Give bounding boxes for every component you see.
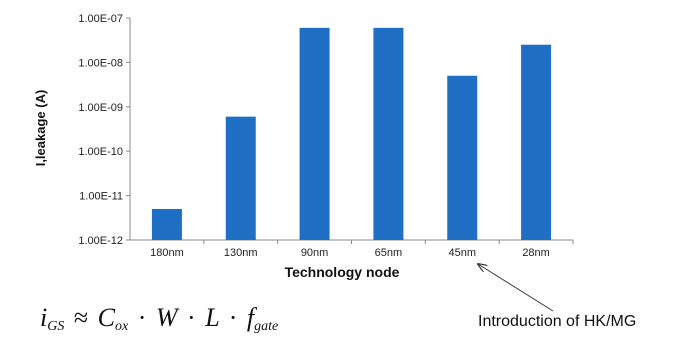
y-tick-label: 1.00E-12 bbox=[78, 235, 123, 247]
formula-lhs: i bbox=[40, 303, 48, 332]
annotation-label: Introduction of HK/MG bbox=[478, 313, 637, 330]
y-tick-label: 1.00E-07 bbox=[78, 13, 123, 25]
bar-28nm bbox=[521, 44, 552, 241]
x-tick-label: 130nm bbox=[224, 247, 258, 259]
formula-term: f bbox=[246, 303, 255, 332]
bar-45nm bbox=[447, 75, 478, 240]
y-tick-label: 1.00E-11 bbox=[79, 191, 123, 203]
formula-term-sub: ox bbox=[114, 319, 129, 334]
x-tick-label: 180nm bbox=[150, 247, 184, 259]
chart-bars bbox=[151, 27, 552, 241]
x-tick-label: 90nm bbox=[301, 247, 329, 259]
bar-65nm bbox=[373, 27, 404, 241]
formula-dot: · bbox=[228, 303, 238, 332]
formula-term: W bbox=[155, 303, 178, 332]
y-tick-labels: 1.00E-07 1.00E-08 1.00E-09 1.00E-10 1.00E-11… bbox=[78, 13, 123, 247]
formula-term-sub: gate bbox=[254, 319, 279, 334]
formula-term: L bbox=[205, 303, 220, 332]
formula-dot: · bbox=[187, 303, 196, 332]
chart-axes bbox=[126, 17, 574, 244]
formula-dot: · bbox=[137, 303, 147, 332]
y-axis-label: I,leakage (A) bbox=[33, 90, 48, 167]
bar-90nm bbox=[299, 27, 330, 241]
y-tick-label: 1.00E-09 bbox=[78, 102, 123, 114]
bar-180nm bbox=[151, 208, 182, 240]
formula-lhs-sub: GS bbox=[47, 319, 65, 334]
annotation-arrow bbox=[478, 264, 554, 312]
x-tick-label: 65nm bbox=[375, 247, 403, 259]
bar-130nm bbox=[225, 116, 256, 240]
x-axis-label: Technology node bbox=[285, 264, 400, 280]
y-tick-label: 1.00E-08 bbox=[78, 57, 123, 69]
leakage-formula: iGS ≈ Cox · W · L · fgate bbox=[40, 303, 278, 335]
x-tick-label: 45nm bbox=[448, 247, 476, 259]
x-tick-labels: 180nm 130nm 90nm 65nm 45nm 28nm bbox=[150, 247, 550, 259]
x-tick-label: 28nm bbox=[522, 247, 550, 259]
y-tick-label: 1.00E-10 bbox=[78, 146, 123, 158]
formula-term: C bbox=[97, 303, 115, 332]
formula-approx: ≈ bbox=[73, 303, 89, 332]
